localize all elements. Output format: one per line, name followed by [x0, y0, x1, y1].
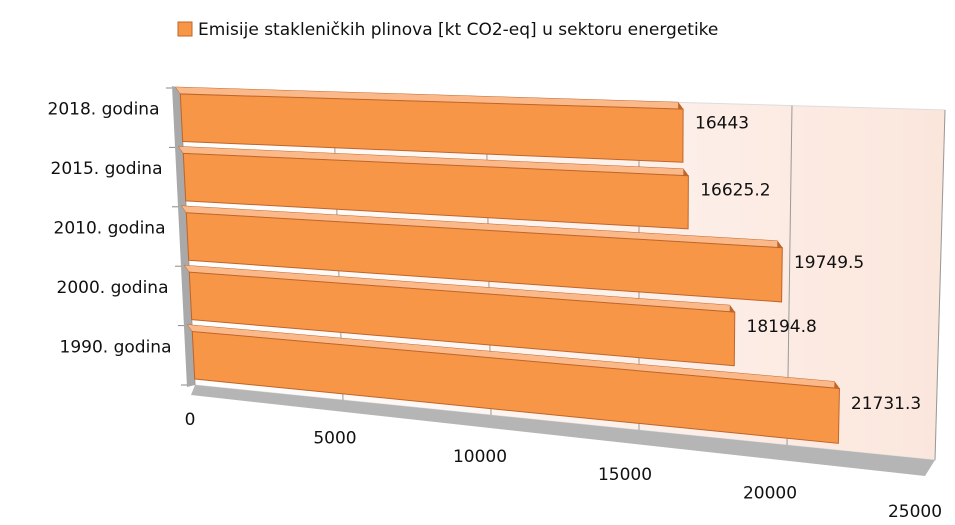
y-tick-label: 1990. godina	[60, 337, 172, 357]
bar	[179, 93, 684, 163]
y-tick-label: 2010. godina	[54, 219, 166, 239]
bar	[188, 271, 736, 367]
legend-label: Emisije stakleničkih plinova [kt CO2-eq]…	[198, 20, 718, 40]
bar	[182, 152, 689, 230]
value-label: 16443	[695, 114, 749, 134]
value-label: 18194.8	[747, 317, 817, 337]
grid-line	[934, 109, 946, 461]
legend-swatch	[177, 21, 193, 37]
x-tick-label: 5000	[313, 428, 356, 448]
y-tick-label: 2000. godina	[57, 278, 169, 298]
value-label: 16625.2	[700, 180, 770, 200]
x-tick-label: 10000	[453, 447, 507, 467]
value-label: 21731.3	[851, 394, 921, 414]
x-tick-label: 0	[185, 410, 196, 430]
y-tick-label: 2015. godina	[51, 159, 163, 179]
bar	[191, 330, 840, 444]
bar	[185, 212, 783, 303]
y-tick-label: 2018. godina	[48, 100, 160, 120]
x-tick-label: 25000	[888, 502, 942, 522]
floor	[191, 385, 935, 476]
value-label: 19749.5	[794, 253, 864, 273]
side-wall	[172, 86, 195, 387]
x-tick-label: 15000	[598, 465, 652, 485]
x-tick-label: 20000	[743, 484, 797, 504]
